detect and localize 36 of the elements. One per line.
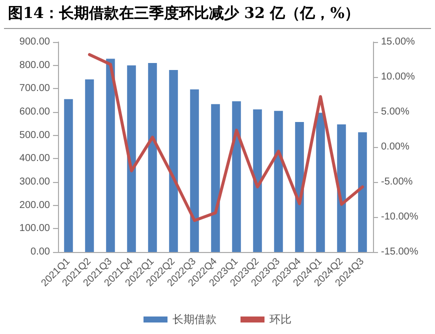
y-tick-label: 800.00: [19, 60, 50, 71]
y2-tick-label: 10.00%: [381, 72, 416, 82]
y-tick-label: 300.00: [19, 176, 50, 188]
y-tick-label: 700.00: [19, 83, 50, 94]
bar: [337, 124, 346, 252]
legend-label: 环比: [270, 313, 292, 326]
y-tick-label: 900.00: [19, 36, 50, 48]
y2-tick-label: 15.00%: [381, 36, 416, 48]
y-tick-label: 600.00: [19, 106, 50, 118]
y-tick-label: 400.00: [19, 153, 50, 164]
legend-label: 长期借款: [172, 313, 216, 326]
y2-tick-label: 0.00%: [381, 142, 410, 152]
bar: [190, 89, 199, 252]
bar: [106, 58, 115, 252]
bar: [316, 112, 325, 252]
y-tick-label: 0.00: [30, 246, 50, 258]
line-series: [88, 53, 364, 222]
bar: [148, 63, 157, 252]
y2-tick-label: -15.00%: [381, 246, 418, 258]
bar: [64, 99, 73, 252]
y-tick-label: 500.00: [19, 130, 50, 141]
bar: [358, 132, 367, 252]
bar: [169, 70, 178, 252]
y2-tick-label: -10.00%: [381, 212, 418, 222]
y2-tick-label: 5.00%: [381, 106, 410, 118]
bar: [232, 101, 241, 252]
bar: [127, 65, 136, 252]
bar: [211, 104, 220, 252]
chart-title: 图14：长期借款在三季度环比减少 32 亿（亿，%）: [8, 4, 360, 23]
bar: [295, 122, 304, 252]
bar: [274, 110, 283, 252]
bar: [253, 109, 262, 252]
bar: [85, 79, 94, 252]
y-tick-label: 200.00: [19, 200, 50, 211]
y-tick-label: 100.00: [19, 223, 50, 234]
y2-tick-label: -5.00%: [381, 176, 413, 188]
